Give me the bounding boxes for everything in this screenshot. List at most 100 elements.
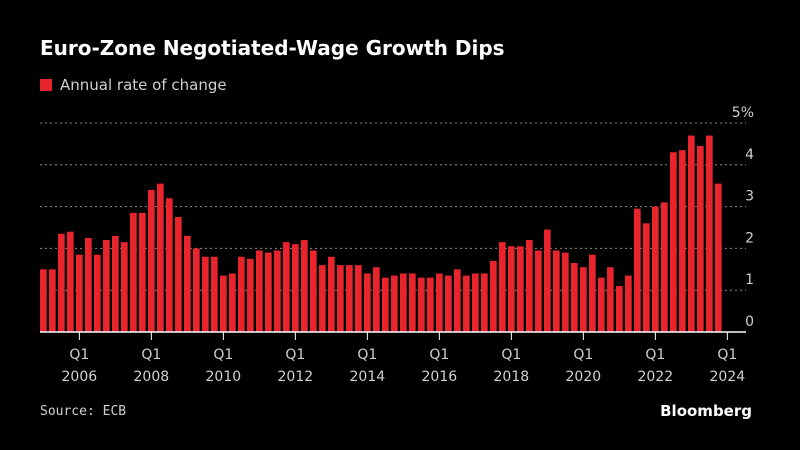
bloomberg-logo: Bloomberg [660,402,752,420]
x-tick-label-year: 2020 [566,369,602,385]
bar [382,277,389,332]
bar [481,273,488,332]
bar [40,269,47,332]
bar [337,265,344,332]
y-tick-label: 1 [745,272,754,288]
bar [508,246,515,332]
bar [562,252,569,332]
y-tick-label: 3 [745,189,754,205]
chart-title: Euro-Zone Negotiated-Wage Growth Dips [40,36,505,60]
bar [463,275,470,332]
bar [175,217,182,332]
bar [76,254,83,332]
legend: Annual rate of change [40,76,227,94]
bar [688,135,695,332]
bar [112,235,119,332]
bar [328,256,335,332]
x-tick-label-year: 2022 [638,369,674,385]
bar [589,254,596,332]
y-tick-label: 2 [745,230,754,246]
bar [166,198,173,332]
bar [274,250,281,332]
bar [121,242,128,332]
bar [184,235,191,332]
x-tick-label-quarter: Q1 [573,347,593,363]
bar [643,223,650,332]
bar [553,250,560,332]
bar [103,240,110,332]
x-tick-label-year: 2016 [422,369,458,385]
x-tick-label-quarter: Q1 [141,347,161,363]
x-tick-label-quarter: Q1 [717,347,737,363]
bar [310,250,317,332]
bar [427,277,434,332]
bar [580,267,587,332]
bar [571,263,578,332]
x-tick-label-quarter: Q1 [501,347,521,363]
bar [616,286,623,332]
x-tick-label-quarter: Q1 [429,347,449,363]
bar [544,229,551,332]
bar [247,258,254,332]
bar [346,265,353,332]
x-tick-label-year: 2024 [710,369,746,385]
bar [148,189,155,332]
bar [607,267,614,332]
legend-label: Annual rate of change [60,76,227,94]
x-tick-label-quarter: Q1 [357,347,377,363]
bar [292,244,299,332]
bar [391,275,398,332]
bar [211,256,218,332]
bar [283,242,290,332]
bar [220,275,227,332]
bar [634,208,641,332]
bar [706,135,713,332]
bar [94,254,101,332]
bar [373,267,380,332]
bar [49,269,56,332]
bar [139,212,146,332]
bar [625,275,632,332]
y-tick-label: 5% [732,105,754,121]
bar [130,212,137,332]
bar [229,273,236,332]
x-tick-label-year: 2014 [350,369,386,385]
bar [238,256,245,332]
bar [526,240,533,332]
bar [715,183,722,332]
bar [202,256,209,332]
bar [400,273,407,332]
x-tick-label-quarter: Q1 [285,347,305,363]
bar [517,246,524,332]
bar [490,260,497,332]
x-tick-label-year: 2006 [62,369,98,385]
legend-swatch [40,79,52,91]
bar [85,237,92,332]
y-tick-label: 4 [745,147,754,163]
bar [364,273,371,332]
bar [454,269,461,332]
x-tick-label-year: 2012 [278,369,314,385]
bar [319,265,326,332]
source-note: Source: ECB [40,404,127,419]
bar [670,152,677,332]
bar [355,265,362,332]
x-tick-label-year: 2018 [494,369,530,385]
bar [679,150,686,332]
bar [418,277,425,332]
bar [445,275,452,332]
bar [301,240,308,332]
x-tick-label-quarter: Q1 [645,347,665,363]
bar [535,250,542,332]
bar [436,273,443,332]
bar [67,231,74,332]
bar [652,206,659,332]
bar [193,248,200,332]
bar [409,273,416,332]
bar [598,277,605,332]
y-tick-label: 0 [745,314,754,330]
x-tick-label-year: 2008 [134,369,170,385]
bar [256,250,263,332]
bar [58,233,65,332]
